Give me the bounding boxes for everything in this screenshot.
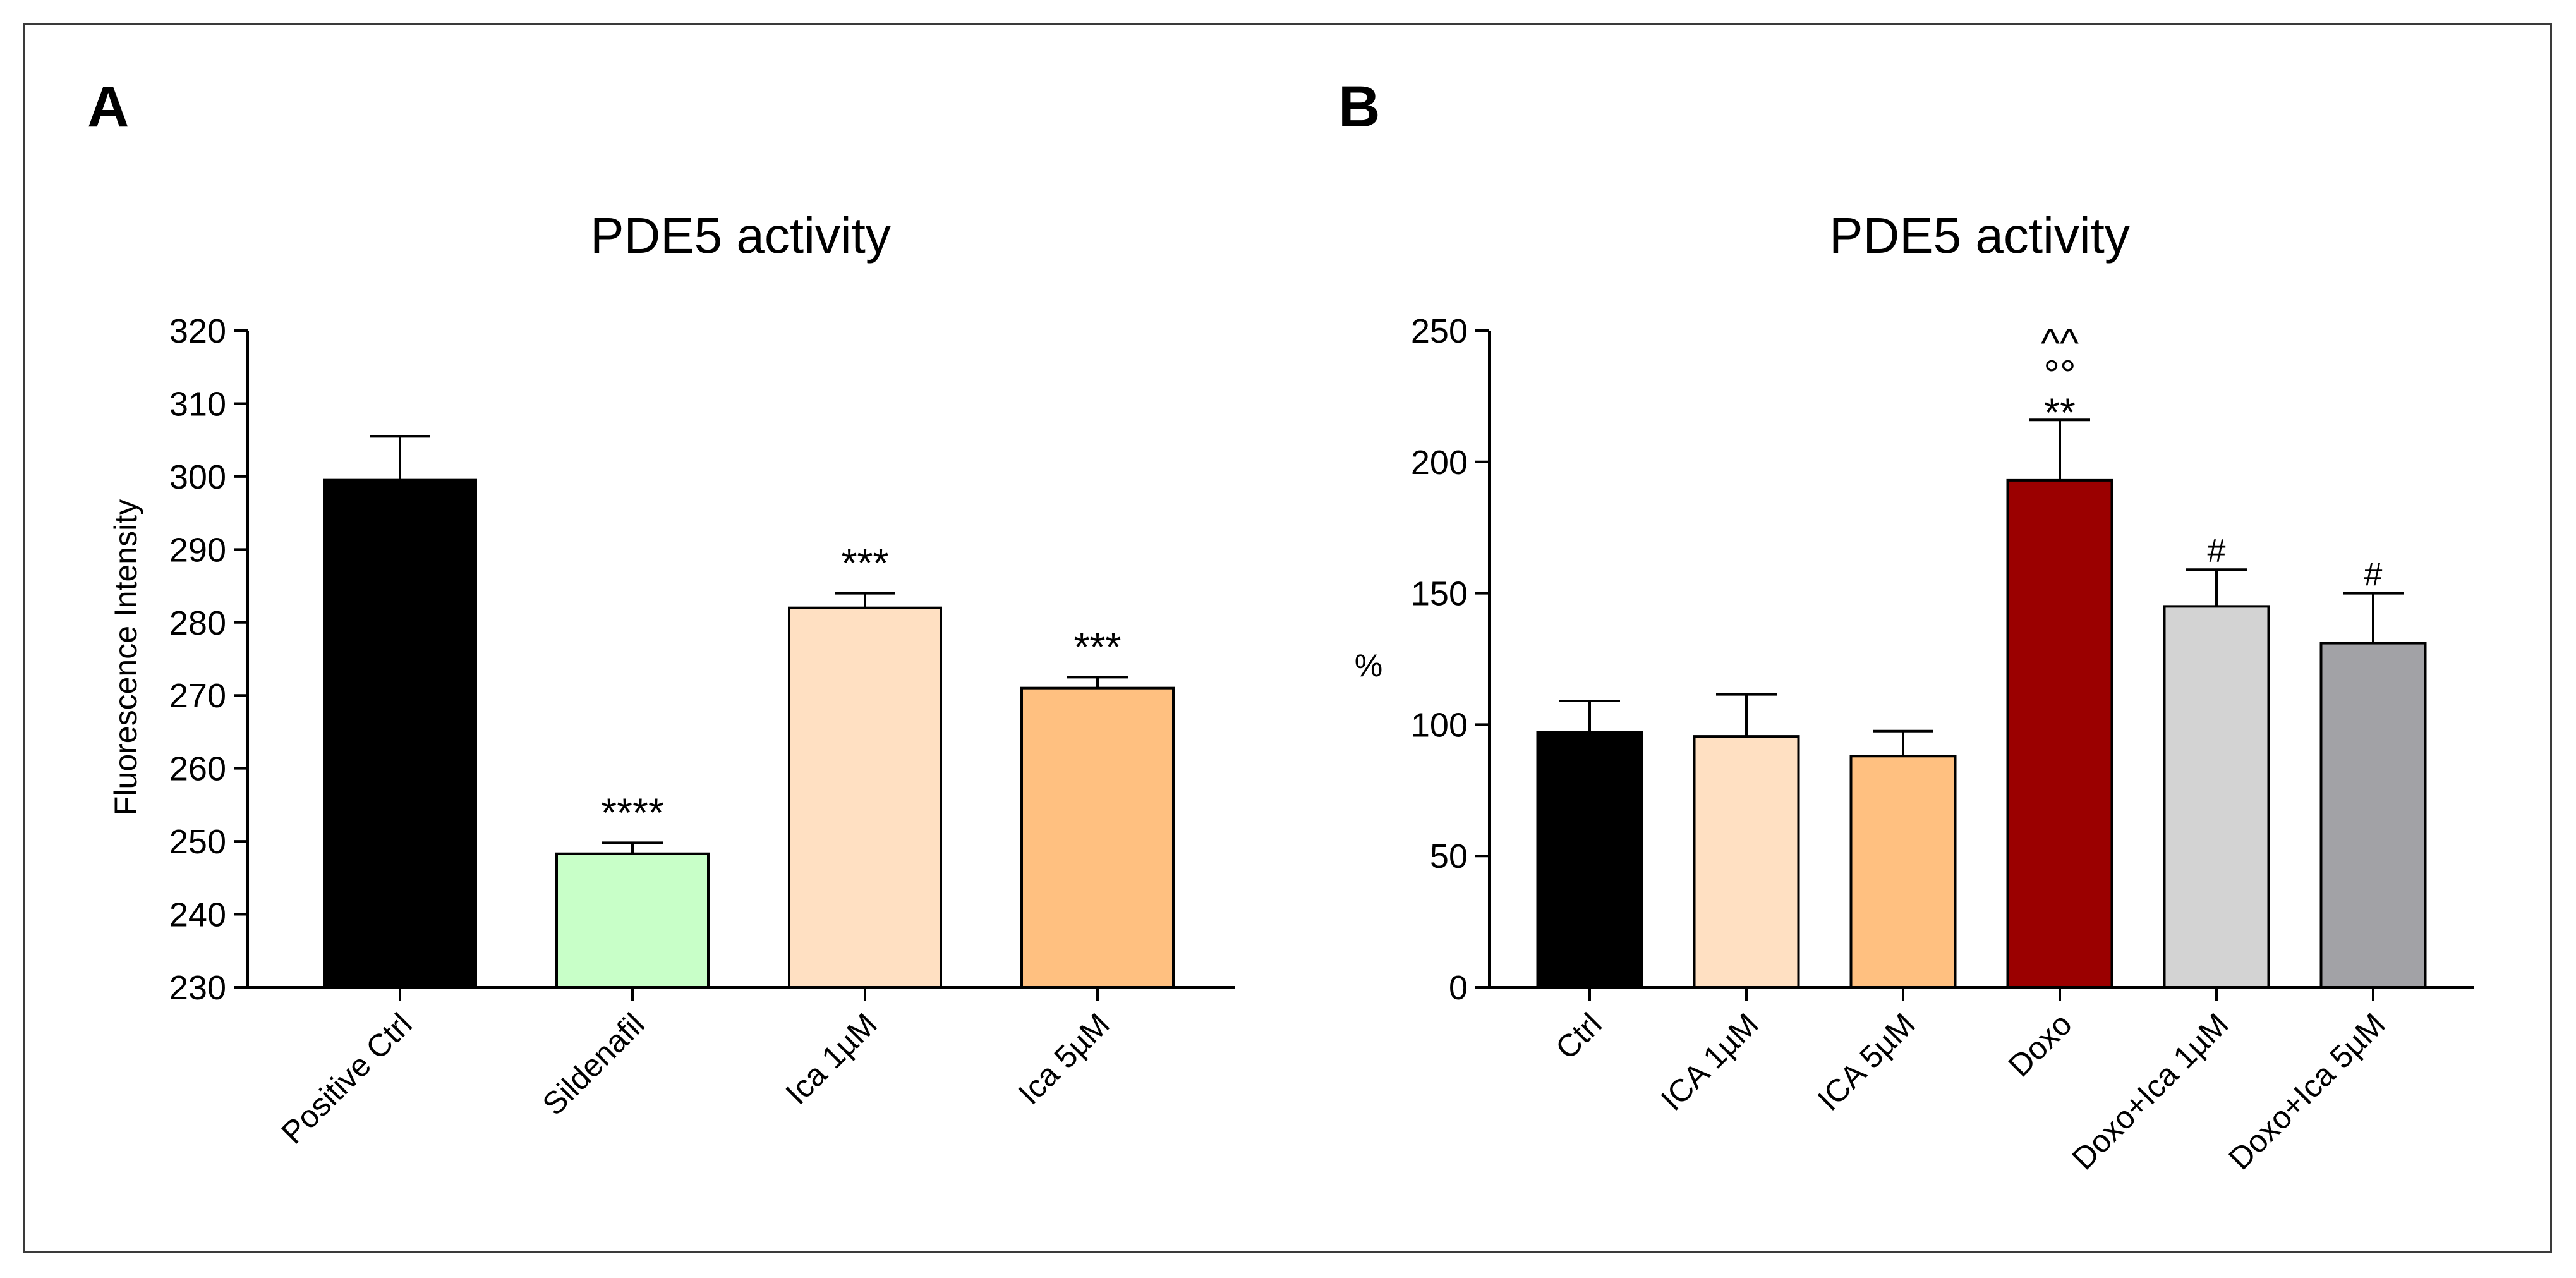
panel-b-significance-label: # xyxy=(2208,533,2226,569)
panel-a-significance-label: **** xyxy=(601,789,664,835)
panel-a-significance-label: *** xyxy=(842,540,889,586)
panel-b-bar xyxy=(2006,478,2113,989)
panel-b-category-label: ICA 5µM xyxy=(1811,1006,1922,1117)
panel-b-y-tick-label: 50 xyxy=(1430,837,1468,875)
panel-a-y-tick-label: 320 xyxy=(169,312,226,350)
panel-b-bar xyxy=(2319,642,2427,989)
panel-b-category-label: Ctrl xyxy=(1549,1006,1609,1066)
panel-a-label: A xyxy=(87,75,129,139)
panel-a-y-tick-label: 310 xyxy=(169,385,226,423)
panel-b-label: B xyxy=(1338,75,1380,139)
panel-b-y-tick-label: 150 xyxy=(1411,575,1468,613)
panel-b-bar xyxy=(2163,605,2270,989)
panel-a-y-tick-label: 230 xyxy=(169,969,226,1007)
panel-b-category-label: Doxo+Ica 5µM xyxy=(2222,1006,2392,1176)
panel-a-category-label: Sildenafil xyxy=(536,1006,651,1122)
panel-a-category-label: Ica 1µM xyxy=(779,1006,884,1111)
panel-b-y-axis-label: % xyxy=(1355,648,1382,683)
panel-a-significance-label: *** xyxy=(1074,624,1122,669)
panel-a-y-axis-label: Fluorescence Intensity xyxy=(108,499,143,815)
panel-a-y-tick-label: 260 xyxy=(169,750,226,788)
panel-a-category-label: Ica 5µM xyxy=(1012,1006,1116,1111)
panel-b-significance-label: ^^ xyxy=(2041,320,2079,365)
panel-b-category-label: Doxo xyxy=(2002,1006,2079,1083)
panel-b-y-tick-label: 100 xyxy=(1411,706,1468,744)
panel-b-category-label: Doxo+Ica 1µM xyxy=(2065,1006,2235,1176)
panel-b-significance-label: ** xyxy=(2044,389,2076,435)
panel-b-y-tick-label: 0 xyxy=(1449,969,1468,1007)
panel-a-plot: 230 240 250 260 270 280 290 300 310 320 Positive C… xyxy=(169,312,1235,1150)
panel-b-bar xyxy=(1693,735,1800,989)
panel-a-y-tick-label: 270 xyxy=(169,677,226,715)
panel-a-y-tick-label: 300 xyxy=(169,458,226,496)
panel-b-bar xyxy=(1536,731,1643,989)
panel-a-y-tick-label: 250 xyxy=(169,823,226,861)
panel-b-y-tick-label: 200 xyxy=(1411,444,1468,482)
panel-a-bar xyxy=(788,606,942,989)
panel-b-significance-label: °° xyxy=(2043,351,2076,397)
panel-b-category-label: ICA 1µM xyxy=(1654,1006,1765,1117)
panel-a-y-tick-label: 290 xyxy=(169,531,226,569)
panel-a-y-tick-label: 240 xyxy=(169,896,226,934)
panel-b-significance-label: # xyxy=(2364,557,2383,593)
panel-a-bar xyxy=(1020,686,1175,989)
panel-a-y-tick-label: 280 xyxy=(169,604,226,642)
panel-b-bar xyxy=(1849,755,1957,989)
panel-b-plot: 0 50 100 150 200 250 Ctrl ICA 1µM ICA 5µM Doxo **°… xyxy=(1411,312,2474,1176)
panel-b-title: PDE5 activity xyxy=(1829,207,2130,264)
panel-a-bar xyxy=(555,852,710,989)
panel-a-bar xyxy=(323,478,477,989)
figure-frame xyxy=(23,23,2552,1253)
panel-a-category-label: Positive Ctrl xyxy=(275,1006,419,1150)
panel-a-title: PDE5 activity xyxy=(590,207,891,264)
panel-b-y-tick-label: 250 xyxy=(1411,312,1468,350)
